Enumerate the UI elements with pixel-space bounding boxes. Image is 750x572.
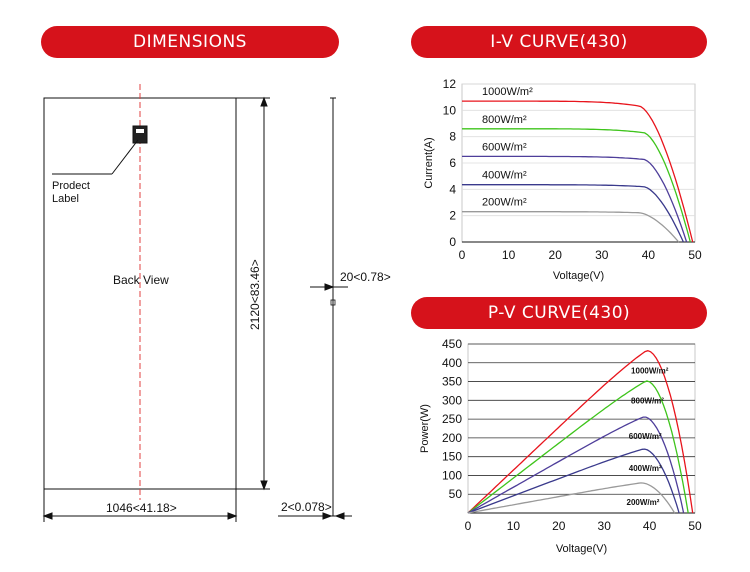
pv-series-line [467, 350, 694, 514]
x-tick-label: 50 [688, 248, 702, 262]
y-tick-label: 50 [449, 487, 463, 501]
y-tick-label: 10 [443, 103, 457, 117]
pv-chart: 50 100 150 200 250 300 350 400 450 0 10 20 30 40 50 Vol… [419, 337, 702, 555]
x-axis-label: Voltage(V) [556, 543, 607, 555]
iv-series-label: 200W/m² [482, 197, 527, 209]
x-tick-label: 10 [502, 248, 516, 262]
iv-series-line [462, 184, 684, 243]
iv-series-line [462, 155, 688, 243]
x-tick-label: 20 [549, 248, 563, 262]
x-tick-label: 40 [643, 519, 657, 533]
iv-curve-header: I-V CURVE(430) [411, 26, 707, 58]
y-tick-label: 8 [449, 130, 456, 144]
dimensions-header: DIMENSIONS [41, 26, 339, 58]
back-view-label: Back View [113, 273, 169, 287]
y-tick-label: 2 [449, 209, 456, 223]
edge-dimension-label: 2<0.078> [281, 500, 332, 514]
y-tick-label: 4 [449, 182, 456, 196]
x-tick-label: 0 [465, 519, 472, 533]
x-tick-label: 20 [552, 519, 566, 533]
product-label-icon [132, 125, 148, 144]
iv-chart: 0 2 4 6 8 10 12 0 10 20 30 40 50 Voltage(V) Current(A)… [423, 77, 702, 282]
y-tick-label: 450 [442, 337, 462, 351]
pv-series-label: 1000W/m² [631, 367, 669, 376]
x-tick-label: 30 [598, 519, 612, 533]
frame-thickness-label: 20<0.78> [340, 270, 391, 284]
x-tick-label: 30 [595, 248, 609, 262]
panel-back-view-drawing [42, 84, 352, 522]
iv-series-line [462, 128, 691, 243]
pv-series-label: 800W/m² [631, 397, 664, 406]
x-tick-label: 40 [642, 248, 656, 262]
y-tick-label: 250 [442, 412, 462, 426]
iv-series-label: 800W/m² [482, 114, 527, 126]
pv-series-line [467, 380, 689, 514]
iv-series-label: 600W/m² [482, 141, 527, 153]
x-tick-label: 50 [688, 519, 702, 533]
y-tick-label: 0 [449, 235, 456, 249]
product-label-text-2: Label [52, 193, 79, 205]
pv-series-label: 200W/m² [627, 498, 660, 507]
height-dimension-label: 2120<83.46> [248, 259, 262, 330]
pv-series-label: 600W/m² [629, 432, 662, 441]
y-tick-label: 200 [442, 431, 462, 445]
y-tick-label: 6 [449, 156, 456, 170]
iv-series-line [462, 100, 694, 243]
product-label-text-1: Prodect [52, 180, 90, 192]
x-tick-label: 0 [459, 248, 466, 262]
product-label-leader [111, 139, 139, 175]
y-tick-label: 350 [442, 375, 462, 389]
pv-series-line [467, 448, 680, 514]
pv-series-line [467, 482, 676, 514]
pv-series-label: 400W/m² [629, 464, 662, 473]
side-view-bracket [330, 299, 336, 306]
pv-series-line [467, 416, 685, 514]
iv-series-line [462, 211, 680, 243]
iv-series-label: 1000W/m² [482, 86, 533, 98]
x-tick-label: 10 [507, 519, 521, 533]
y-tick-label: 150 [442, 450, 462, 464]
y-axis-label: Power(W) [419, 404, 431, 453]
x-axis-label: Voltage(V) [553, 270, 604, 282]
y-tick-label: 100 [442, 468, 462, 482]
iv-series-label: 400W/m² [482, 170, 527, 182]
y-axis-label: Current(A) [423, 137, 435, 188]
y-tick-label: 400 [442, 356, 462, 370]
y-tick-label: 12 [443, 77, 457, 91]
pv-curve-header: P-V CURVE(430) [411, 297, 707, 329]
y-tick-label: 300 [442, 393, 462, 407]
width-dimension-label: 1046<41.18> [106, 501, 177, 515]
